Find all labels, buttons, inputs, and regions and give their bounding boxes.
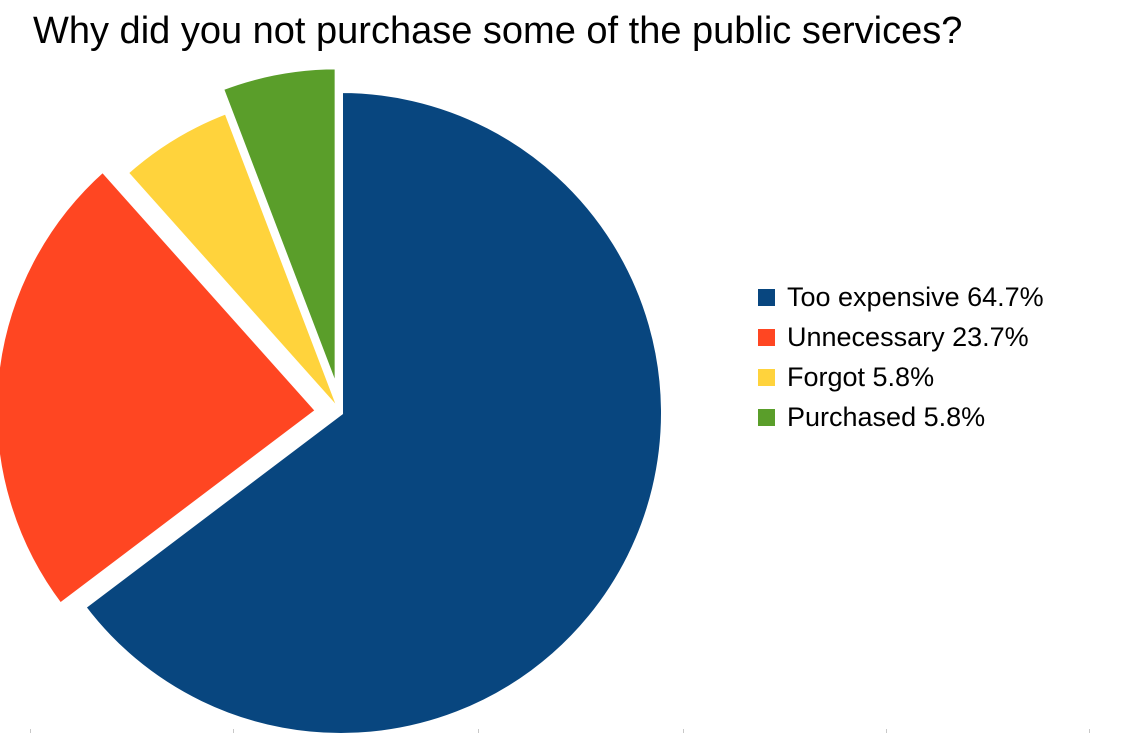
- tick-mark: [683, 729, 684, 733]
- pie-slice-purchased: [219, 65, 339, 392]
- tick-mark: [1089, 729, 1090, 733]
- legend-item-forgot: Forgot 5.8%: [758, 357, 1044, 397]
- legend-item-unnecessary: Unnecessary 23.7%: [758, 317, 1044, 357]
- pie-slice-too: [82, 89, 666, 734]
- legend-label: Purchased 5.8%: [787, 401, 986, 432]
- legend-swatch: [758, 288, 775, 306]
- legend-label: Too expensive 64.7%: [787, 281, 1044, 312]
- bottom-tick-marks: [0, 729, 1136, 734]
- legend-item-too-expensive: Too expensive 64.7%: [758, 277, 1044, 317]
- legend-label: Forgot 5.8%: [787, 361, 935, 392]
- legend-swatch: [758, 408, 775, 426]
- legend-item-purchased: Purchased 5.8%: [758, 397, 1044, 437]
- legend-label: Unnecessary 23.7%: [787, 321, 1029, 352]
- tick-mark: [30, 729, 31, 733]
- pie-slice-unnecessary: [0, 168, 320, 607]
- chart-legend: Too expensive 64.7% Unnecessary 23.7% Fo…: [758, 277, 1044, 437]
- pie-slice-forgot: [124, 110, 343, 415]
- chart-title: Why did you not purchase some of the pub…: [33, 10, 963, 52]
- tick-mark: [233, 729, 234, 733]
- legend-swatch: [758, 368, 775, 386]
- tick-mark: [886, 729, 887, 733]
- tick-mark: [478, 729, 479, 733]
- legend-swatch: [758, 328, 775, 346]
